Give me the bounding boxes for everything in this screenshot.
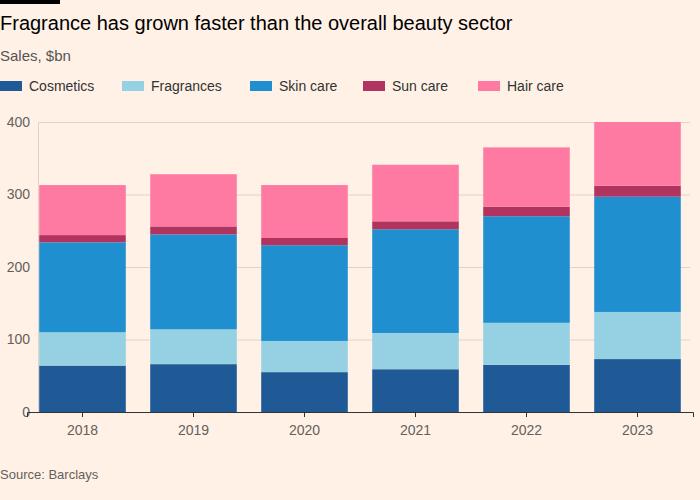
bar-segment: [261, 238, 348, 245]
grid-line: [38, 267, 690, 268]
bar-segment: [150, 364, 237, 412]
legend-label: Skin care: [279, 78, 338, 94]
legend: Cosmetics Fragrances Skin care Sun care Hair…: [0, 78, 564, 94]
source: Source: Barclays: [0, 467, 99, 482]
bar-segment: [150, 329, 237, 364]
grid-line: [38, 122, 690, 123]
bar-segment: [483, 323, 570, 365]
x-tick-mark: [415, 412, 416, 417]
grid-line: [38, 340, 690, 341]
bar-segment: [150, 174, 237, 226]
x-tick-mark: [526, 412, 527, 417]
bar-segment: [150, 234, 237, 329]
x-tick: 2020: [289, 412, 320, 438]
bar-segment: [39, 185, 126, 235]
bar-segment: [261, 245, 348, 341]
bar-segment: [261, 185, 348, 238]
bar-segment: [483, 207, 570, 216]
legend-swatch: [250, 81, 272, 91]
y-tick-label: 200: [7, 259, 31, 275]
x-tick-label: 2019: [178, 422, 209, 438]
bar-segment: [150, 226, 237, 234]
x-tick: 2022: [511, 412, 542, 438]
x-tick-label: 2018: [67, 422, 98, 438]
x-tick-mark: [304, 412, 305, 417]
bar-segment: [372, 369, 459, 412]
subtitle: Sales, $bn: [0, 47, 71, 64]
bar-segment: [594, 312, 681, 359]
grid-line: [38, 195, 690, 196]
x-tick-label: 2023: [622, 422, 653, 438]
legend-label: Fragrances: [151, 78, 222, 94]
y-tick-label: 300: [7, 186, 31, 202]
legend-swatch: [122, 81, 144, 91]
title: Fragrance has grown faster than the over…: [0, 12, 513, 34]
legend-swatch: [0, 81, 22, 91]
x-axis: 2018 2019 2020 2021 2022 2023: [28, 412, 694, 438]
x-axis-line: [28, 413, 694, 418]
x-tick-label: 2020: [289, 422, 320, 438]
x-tick: 2023: [622, 412, 653, 438]
bars: [39, 122, 681, 412]
y-axis: 0 100 200 300 400: [7, 114, 690, 420]
y-axis-line: [39, 123, 691, 413]
bar-segment: [483, 147, 570, 206]
x-tick-mark: [193, 412, 194, 417]
bar-segment: [594, 186, 681, 197]
x-tick-mark: [637, 412, 638, 417]
bar-segment: [372, 333, 459, 369]
bar-segment: [594, 122, 681, 186]
x-tick: 2019: [178, 412, 209, 438]
x-tick: 2021: [400, 412, 431, 438]
y-tick-label: 400: [7, 114, 31, 130]
legend-swatch: [478, 81, 500, 91]
legend-label: Cosmetics: [29, 78, 94, 94]
bar-segment: [39, 242, 126, 332]
legend-label: Hair care: [507, 78, 564, 94]
bar-segment: [39, 366, 126, 412]
x-tick: 2018: [67, 412, 98, 438]
bar-segment: [261, 341, 348, 372]
chart: Fragrance has grown faster than the over…: [0, 0, 700, 500]
y-tick-label: 0: [22, 404, 30, 420]
x-tick-mark: [82, 412, 83, 417]
bar-segment: [483, 216, 570, 323]
bar-segment: [372, 221, 459, 229]
legend-swatch: [363, 81, 385, 91]
y-tick-label: 100: [7, 331, 31, 347]
bar-segment: [372, 229, 459, 333]
bar-segment: [372, 165, 459, 222]
bar-segment: [39, 235, 126, 242]
x-tick-label: 2022: [511, 422, 542, 438]
x-tick-label: 2021: [400, 422, 431, 438]
bar-segment: [39, 332, 126, 365]
legend-label: Sun care: [392, 78, 448, 94]
bar-segment: [594, 197, 681, 312]
bar-segment: [483, 365, 570, 412]
bar-segment: [261, 372, 348, 412]
logo-bar: [0, 0, 60, 4]
bar-segment: [594, 359, 681, 412]
y-tick: 400: [7, 114, 690, 130]
